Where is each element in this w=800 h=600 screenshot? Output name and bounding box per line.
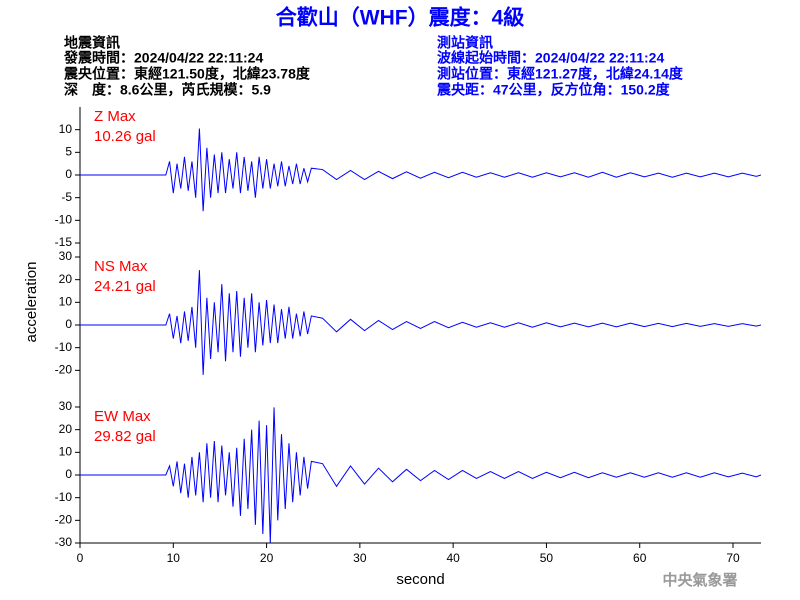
- y-tick-label: -15: [55, 235, 73, 249]
- y-tick-label: -10: [55, 490, 73, 504]
- y-tick-label: 10: [59, 122, 73, 136]
- y-tick-label: 10: [59, 445, 73, 459]
- y-tick-label: -10: [55, 213, 73, 227]
- station-line: 震央距：47公里，反方位角：150.2度: [436, 82, 671, 98]
- x-tick-label: 30: [353, 551, 367, 565]
- panel-label: Z Max: [94, 108, 136, 125]
- x-tick-label: 70: [726, 551, 740, 565]
- waveform: [80, 407, 761, 544]
- x-tick-label: 20: [260, 551, 274, 565]
- y-tick-label: -30: [55, 535, 73, 549]
- y-tick-label: -5: [61, 190, 72, 204]
- panel-max: 29.82 gal: [94, 428, 156, 445]
- x-tick-label: 50: [540, 551, 554, 565]
- x-tick-label: 60: [633, 551, 647, 565]
- info-line: 深 度：8.6公里，芮氏規模：5.9: [64, 82, 271, 98]
- y-tick-label: 20: [59, 422, 73, 436]
- panel-label: EW Max: [94, 408, 151, 425]
- info-line: 震央位置：東經121.50度，北緯23.78度: [63, 66, 311, 82]
- x-tick-label: 10: [167, 551, 181, 565]
- station-heading: 測站資訊: [437, 35, 493, 51]
- y-axis-label: acceleration: [23, 262, 40, 343]
- credit: 中央氣象署: [662, 571, 737, 589]
- y-tick-label: 0: [65, 317, 72, 331]
- x-tick-label: 0: [77, 551, 84, 565]
- station-line: 測站位置：東經121.27度，北緯24.14度: [437, 66, 684, 82]
- y-tick-label: -20: [55, 363, 73, 377]
- chart-title: 合歡山（WHF）震度：4級: [276, 6, 525, 30]
- y-tick-label: 0: [65, 167, 72, 181]
- y-tick-label: -20: [55, 513, 73, 527]
- y-tick-label: 0: [65, 467, 72, 481]
- x-tick-label: 40: [446, 551, 460, 565]
- station-line: 波線起始時間：2024/04/22 22:11:24: [437, 50, 664, 66]
- y-tick-label: -10: [55, 340, 73, 354]
- info-line: 發震時間：2024/04/22 22:11:24: [63, 50, 263, 66]
- y-tick-label: 20: [59, 272, 73, 286]
- waveform: [80, 270, 761, 375]
- y-tick-label: 30: [59, 399, 73, 413]
- y-tick-label: 10: [59, 295, 73, 309]
- info-heading: 地震資訊: [64, 35, 120, 51]
- x-axis-label: second: [396, 571, 444, 588]
- panel-label: NS Max: [94, 258, 148, 275]
- panel-max: 10.26 gal: [94, 128, 156, 145]
- y-tick-label: 5: [65, 145, 72, 159]
- waveform: [80, 128, 761, 212]
- panel-max: 24.21 gal: [94, 278, 156, 295]
- y-tick-label: 30: [59, 249, 73, 263]
